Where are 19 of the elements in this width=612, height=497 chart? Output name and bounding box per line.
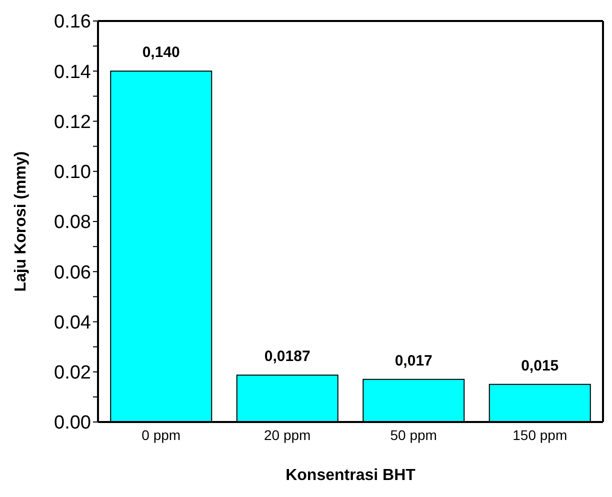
x-tick-label: 150 ppm [512, 426, 568, 443]
y-tick-label: 0.08 [54, 212, 91, 234]
y-tick-label: 0.12 [54, 112, 91, 133]
y-tick-label: 0.04 [54, 312, 92, 334]
y-tick-label: 0.06 [54, 262, 91, 284]
y-tick-label: 0.02 [54, 362, 91, 384]
y-tick-label: 0.16 [54, 12, 91, 33]
data-label: 0,0187 [264, 348, 310, 366]
x-tick-label: 50 ppm [390, 426, 437, 443]
data-label: 0,017 [394, 352, 432, 370]
x-axis-title: Konsentrasi BHT [286, 467, 416, 484]
y-axis-title: Laju Korosi (mmy) [12, 151, 30, 292]
data-label: 0,140 [142, 44, 180, 62]
x-tick-label: 20 ppm [264, 426, 311, 443]
y-tick-label: 0.10 [54, 162, 91, 184]
y-tick-label: 0.14 [54, 62, 92, 83]
x-tick-label: 0 ppm [142, 426, 181, 443]
data-label: 0,015 [521, 357, 559, 374]
y-tick-label: 0.00 [54, 412, 91, 434]
